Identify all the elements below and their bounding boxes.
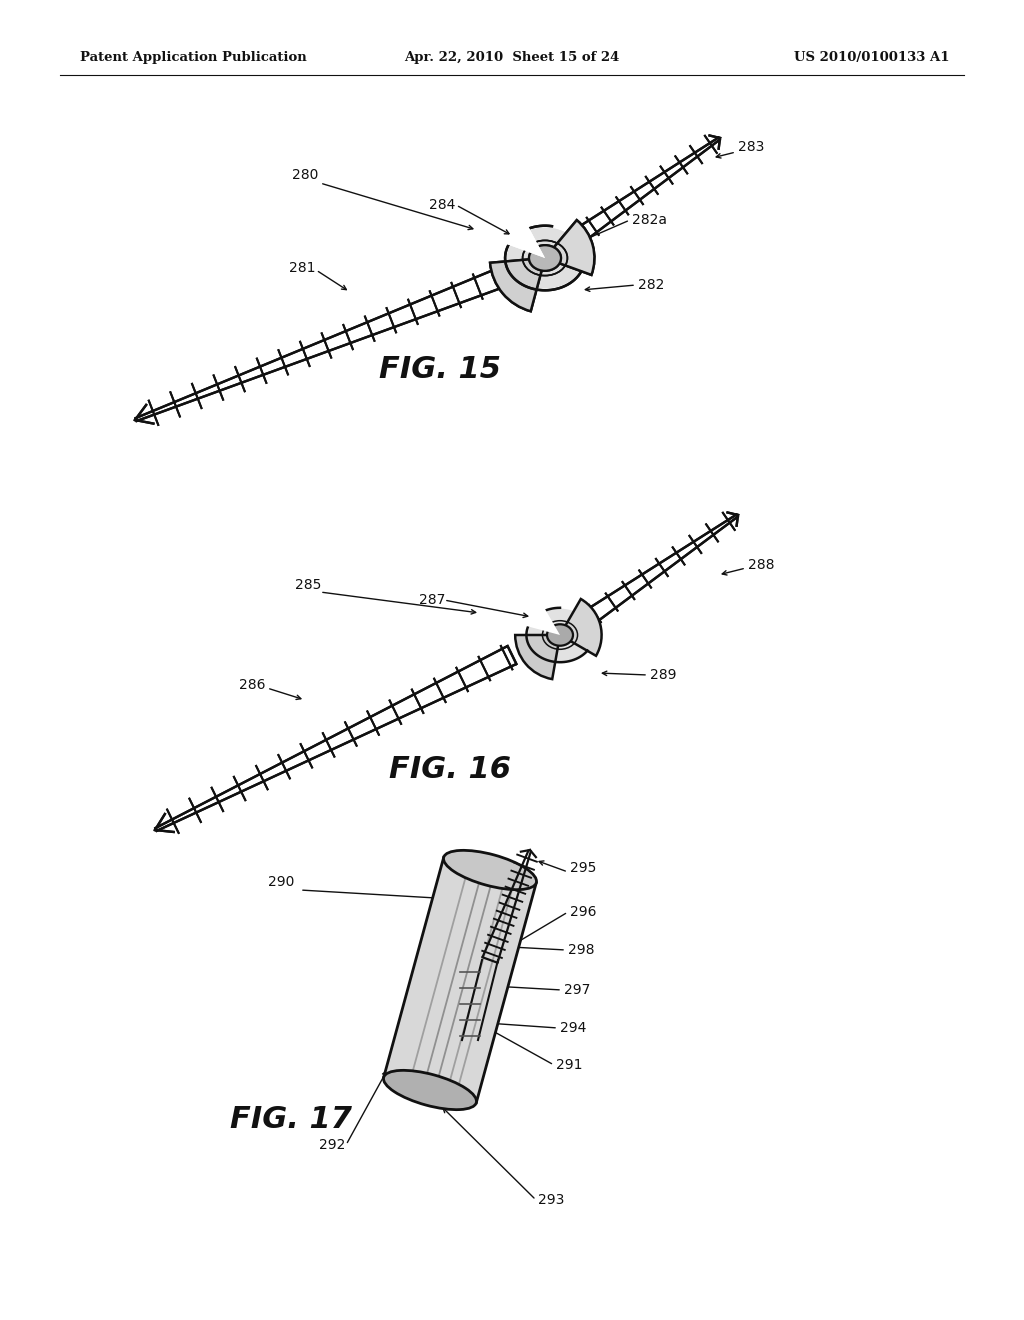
Polygon shape	[384, 858, 537, 1102]
Wedge shape	[545, 220, 594, 275]
Text: 298: 298	[568, 942, 595, 957]
Ellipse shape	[443, 850, 537, 890]
Text: 287: 287	[419, 593, 445, 607]
Ellipse shape	[507, 227, 583, 289]
Text: 280: 280	[292, 168, 318, 182]
Text: 285: 285	[295, 578, 322, 591]
Text: 290: 290	[268, 875, 294, 888]
Ellipse shape	[507, 227, 583, 288]
Ellipse shape	[528, 609, 592, 661]
Text: 294: 294	[560, 1020, 587, 1035]
Wedge shape	[545, 220, 594, 275]
Text: FIG. 17: FIG. 17	[230, 1106, 352, 1134]
Ellipse shape	[507, 227, 583, 288]
Text: 289: 289	[650, 668, 677, 682]
Text: 284: 284	[429, 198, 455, 213]
Text: 292: 292	[318, 1138, 345, 1152]
Text: 295: 295	[570, 861, 596, 875]
Wedge shape	[515, 635, 560, 678]
Text: 283: 283	[738, 140, 764, 154]
Text: Apr. 22, 2010  Sheet 15 of 24: Apr. 22, 2010 Sheet 15 of 24	[404, 51, 620, 65]
Wedge shape	[490, 257, 545, 312]
Ellipse shape	[384, 1071, 476, 1110]
Text: 282a: 282a	[632, 213, 667, 227]
Text: FIG. 15: FIG. 15	[379, 355, 501, 384]
Wedge shape	[490, 257, 545, 312]
Wedge shape	[560, 599, 601, 656]
Text: FIG. 16: FIG. 16	[389, 755, 511, 784]
Text: 296: 296	[570, 906, 597, 919]
Ellipse shape	[525, 606, 595, 664]
Wedge shape	[505, 220, 545, 257]
Text: 288: 288	[748, 558, 774, 572]
Ellipse shape	[529, 246, 561, 271]
Wedge shape	[526, 605, 560, 635]
Text: 291: 291	[556, 1059, 583, 1072]
Text: 281: 281	[289, 261, 315, 275]
Text: 297: 297	[564, 983, 591, 997]
Ellipse shape	[547, 624, 573, 645]
Text: 293: 293	[538, 1193, 564, 1206]
Ellipse shape	[529, 246, 561, 271]
Text: US 2010/0100133 A1: US 2010/0100133 A1	[795, 51, 950, 65]
Text: 286: 286	[240, 678, 266, 692]
Wedge shape	[505, 220, 545, 257]
Text: 282: 282	[638, 279, 665, 292]
Text: Patent Application Publication: Patent Application Publication	[80, 51, 307, 65]
